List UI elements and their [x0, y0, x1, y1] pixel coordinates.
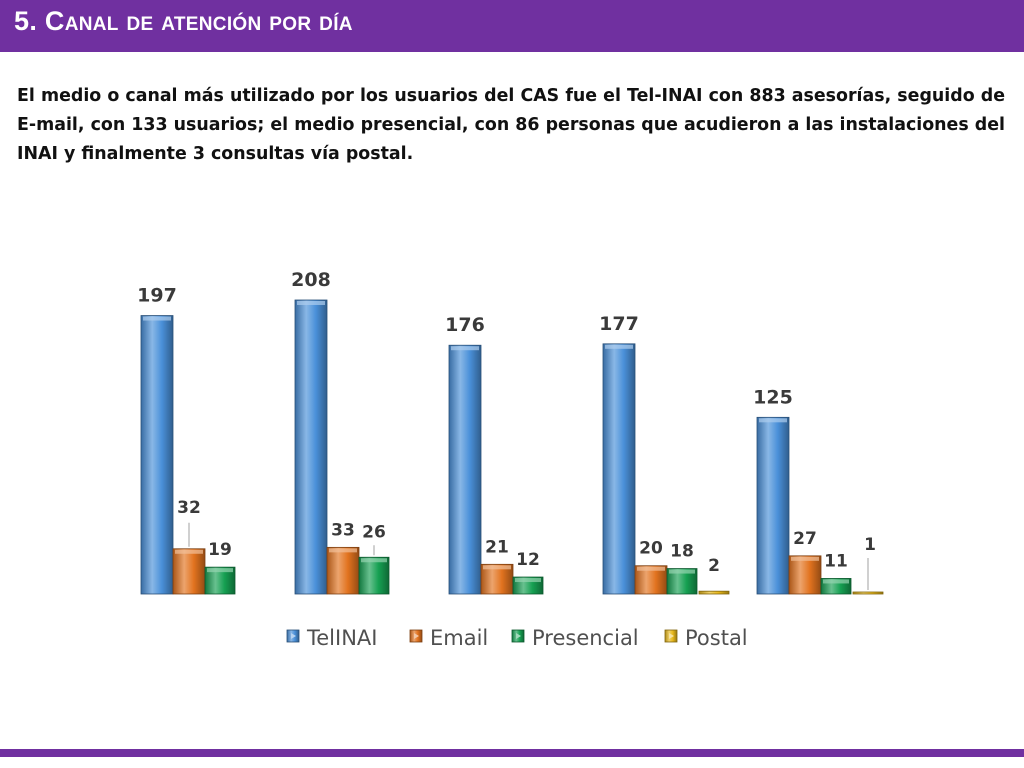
slide-title: 5. Canal de atención por día: [14, 6, 353, 36]
bar-bevel-presencial-1: [207, 568, 233, 573]
data-label-email-5: 27: [793, 529, 817, 549]
data-label-telinai-2: 208: [291, 269, 331, 291]
bar-email-2: [326, 546, 360, 595]
bar-telinai-2: [294, 299, 328, 595]
bar-bevel-telinai-1: [143, 316, 171, 321]
legend-label-telinai: TelINAI: [306, 626, 377, 650]
data-label-presencial-1: 19: [208, 540, 232, 560]
bottom-bar: [0, 749, 1024, 757]
bar-telinai-5: [756, 416, 790, 595]
legend: TelINAI Email Presencial Postal: [286, 626, 748, 650]
bar-telinai-3: [448, 344, 482, 595]
bar-email-5: [788, 555, 822, 595]
data-label-presencial-5: 11: [824, 551, 848, 571]
bar-bevel-email-5: [791, 556, 819, 561]
bar-bevel-presencial-3: [515, 578, 541, 583]
bar-bevel-presencial-4: [669, 569, 695, 574]
legend-label-postal: Postal: [685, 626, 748, 650]
bar-bevel-email-4: [637, 566, 665, 571]
data-label-email-4: 20: [639, 539, 663, 559]
bar-bevel-presencial-5: [823, 579, 849, 584]
bar-bevel-presencial-2: [361, 558, 387, 563]
bar-bevel-telinai-2: [297, 301, 325, 305]
bar-postal-5: [852, 591, 884, 595]
title-bar: 5. Canal de atención por día: [0, 0, 1024, 52]
bar-bevel-email-1: [175, 549, 203, 554]
bar-telinai-1: [140, 315, 174, 595]
bar-email-1: [172, 548, 206, 595]
data-label-presencial-2: 26: [362, 522, 386, 542]
legend-marker-telinai: [291, 633, 296, 639]
data-label-telinai-3: 176: [445, 314, 485, 336]
data-label-email-1: 32: [177, 498, 201, 518]
data-label-presencial-4: 18: [670, 542, 694, 562]
bar-bevel-email-2: [329, 548, 357, 553]
data-label-presencial-3: 12: [516, 550, 540, 570]
legend-label-email: Email: [430, 626, 488, 650]
data-label-email-2: 33: [331, 520, 355, 540]
bar-bevel-email-3: [483, 565, 511, 570]
data-label-email-3: 21: [485, 537, 509, 557]
intro-paragraph: El medio o canal más utilizado por los u…: [17, 86, 1005, 164]
data-label-postal-4: 2: [708, 556, 720, 576]
data-label-postal-5: 1: [864, 535, 876, 555]
data-label-telinai-1: 197: [137, 285, 177, 307]
bar-bevel-telinai-4: [605, 344, 633, 349]
bar-postal-4: [698, 590, 730, 595]
data-label-telinai-4: 177: [599, 313, 639, 335]
data-label-telinai-5: 125: [753, 386, 793, 408]
legend-marker-presencial: [516, 633, 521, 639]
bar-presencial-2: [358, 556, 390, 595]
legend-marker-postal: [669, 633, 674, 639]
legend-marker-email: [414, 633, 419, 639]
bar-group: [140, 299, 884, 595]
bar-bevel-telinai-3: [451, 346, 479, 351]
bar-bevel-telinai-5: [759, 418, 787, 423]
legend-label-presencial: Presencial: [532, 626, 639, 650]
bar-telinai-4: [602, 343, 636, 595]
